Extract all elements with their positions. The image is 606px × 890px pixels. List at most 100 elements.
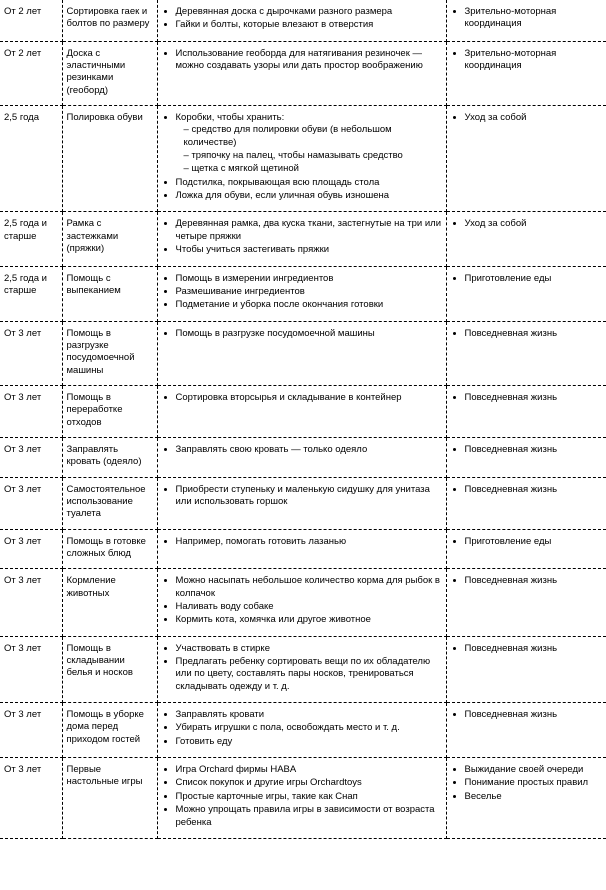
list-item: тряпочку на палец, чтобы намазывать сред… (184, 150, 442, 162)
cell-age: От 3 лет (0, 569, 62, 636)
list-item: Размешивание ингредиентов (176, 286, 442, 298)
table-row: От 3 летПомощь в складывании белья и нос… (0, 636, 606, 702)
cell-age: От 3 лет (0, 477, 62, 529)
cell-materials: Сортировка вторсырья и складывание в кон… (157, 385, 446, 437)
cell-age: От 3 лет (0, 636, 62, 702)
list-item: Повседневная жизнь (465, 709, 603, 721)
cell-activity: Помощь в уборке дома перед приходом гост… (62, 703, 157, 758)
list-item: Приготовление еды (465, 273, 603, 285)
cell-skill: Повседневная жизнь (446, 437, 606, 477)
activities-table: От 2 летСортировка гаек и болтов по разм… (0, 0, 606, 839)
list-item: Заправлять свою кровать — только одеяло (176, 444, 442, 456)
list-item: Приготовление еды (465, 536, 603, 548)
list-item: Уход за собой (465, 112, 603, 124)
cell-age: 2,5 года и старше (0, 212, 62, 266)
cell-activity: Помощь в складывании белья и носков (62, 636, 157, 702)
cell-activity: Помощь в разгрузке посудомоечной машины (62, 321, 157, 385)
cell-activity: Заправлять кровать (одеяло) (62, 437, 157, 477)
cell-activity: Кормление животных (62, 569, 157, 636)
cell-skill: Приготовление еды (446, 529, 606, 569)
list-item: Готовить еду (176, 736, 442, 748)
list-item: Кормить кота, хомячка или другое животно… (176, 614, 442, 626)
list-item: Использование геоборда для натягивания р… (176, 48, 442, 73)
list-item: Зрительно-моторная координация (465, 48, 603, 73)
list-item: Деревянная рамка, два куска ткани, засте… (176, 218, 442, 243)
list-item: Повседневная жизнь (465, 392, 603, 404)
cell-materials: Коробки, чтобы хранить:средство для поли… (157, 106, 446, 212)
cell-skill: Зрительно-моторная координация (446, 41, 606, 105)
list-item: Помощь в разгрузке посудомоечной машины (176, 328, 442, 340)
cell-skill: Повседневная жизнь (446, 636, 606, 702)
cell-skill: Повседневная жизнь (446, 321, 606, 385)
list-item: Чтобы учиться застегивать пряжки (176, 244, 442, 256)
list-item: Повседневная жизнь (465, 444, 603, 456)
cell-materials: Заправлять свою кровать — только одеяло (157, 437, 446, 477)
list-item: Можно упрощать правила игры в зависимост… (176, 804, 442, 829)
table-row: От 3 летПомощь в уборке дома перед прихо… (0, 703, 606, 758)
table-row: От 3 летПервые настольные игрыИгра Orcha… (0, 758, 606, 839)
table-row: 2,5 года и старшеПомощь с выпеканиемПомо… (0, 266, 606, 321)
list-item: Например, помогать готовить лазанью (176, 536, 442, 548)
list-item: щетка с мягкой щетиной (184, 163, 442, 175)
cell-materials: Можно насыпать небольшое количество корм… (157, 569, 446, 636)
table-row: От 2 летСортировка гаек и болтов по разм… (0, 0, 606, 41)
cell-activity: Сортировка гаек и болтов по размеру (62, 0, 157, 41)
list-item: Ложка для обуви, если уличная обувь изно… (176, 190, 442, 202)
table-row: От 3 летЗаправлять кровать (одеяло) Запра… (0, 437, 606, 477)
list-item: Повседневная жизнь (465, 575, 603, 587)
cell-materials: Например, помогать готовить лазанью (157, 529, 446, 569)
cell-activity: Доска с эластичными резинками (геоборд) (62, 41, 157, 105)
table-row: От 3 летКормление животных Можно насыпать… (0, 569, 606, 636)
list-item: Игра Orchard фирмы HABA (176, 764, 442, 776)
list-item: Участвовать в стирке (176, 643, 442, 655)
cell-skill: Повседневная жизнь (446, 385, 606, 437)
cell-activity: Помощь в готовке сложных блюд (62, 529, 157, 569)
cell-materials: Использование геоборда для натягивания р… (157, 41, 446, 105)
cell-skill: Приготовление еды (446, 266, 606, 321)
cell-skill: Повседневная жизнь (446, 569, 606, 636)
cell-age: От 3 лет (0, 437, 62, 477)
cell-age: От 3 лет (0, 758, 62, 839)
list-item: Повседневная жизнь (465, 643, 603, 655)
list-item: Предлагать ребенку сортировать вещи по и… (176, 656, 442, 693)
cell-age: От 2 лет (0, 0, 62, 41)
cell-materials: Помощь в измерении ингредиентовРазмешива… (157, 266, 446, 321)
cell-skill: Зрительно-моторная координация (446, 0, 606, 41)
cell-activity: Самостоятельное использование туалета (62, 477, 157, 529)
list-item: Сортировка вторсырья и складывание в кон… (176, 392, 442, 404)
cell-skill: Повседневная жизнь (446, 703, 606, 758)
cell-materials: Игра Orchard фирмы HABAСписок покупок и … (157, 758, 446, 839)
table-row: От 3 летПомощь в переработке отходовСорт… (0, 385, 606, 437)
cell-age: От 3 лет (0, 703, 62, 758)
list-item: Выжидание своей очереди (465, 764, 603, 776)
list-item: Помощь в измерении ингредиентов (176, 273, 442, 285)
list-item: Убирать игрушки с пола, освобождать мест… (176, 722, 442, 734)
list-item: Повседневная жизнь (465, 484, 603, 496)
list-item: Уход за собой (465, 218, 603, 230)
cell-skill: Уход за собой (446, 212, 606, 266)
cell-age: От 3 лет (0, 321, 62, 385)
table-row: От 3 летПомощь в разгрузке посудомоечной… (0, 321, 606, 385)
cell-age: От 2 лет (0, 41, 62, 105)
list-item: Веселье (465, 791, 603, 803)
cell-activity: Рамка с застежками (пряжки) (62, 212, 157, 266)
list-item: Гайки и болты, которые влезают в отверст… (176, 19, 442, 31)
list-item: Заправлять кровати (176, 709, 442, 721)
cell-skill: Повседневная жизнь (446, 477, 606, 529)
list-item: Подметание и уборка после окончания гото… (176, 299, 442, 311)
cell-materials: Участвовать в стиркеПредлагать ребенку с… (157, 636, 446, 702)
cell-materials: Заправлять кроватиУбирать игрушки с пола… (157, 703, 446, 758)
list-item: Повседневная жизнь (465, 328, 603, 340)
list-item: Деревянная доска с дырочками разного раз… (176, 6, 442, 18)
table-row: 2,5 годаПолировка обувиКоробки, чтобы хр… (0, 106, 606, 212)
list-item: Список покупок и другие игры Orchardtoys (176, 777, 442, 789)
list-item: Наливать воду собаке (176, 601, 442, 613)
cell-activity: Помощь в переработке отходов (62, 385, 157, 437)
cell-skill: Уход за собой (446, 106, 606, 212)
table-row: От 3 летПомощь в готовке сложных блюд Нап… (0, 529, 606, 569)
cell-materials: Приобрести ступеньку и маленькую сидушку… (157, 477, 446, 529)
table-row: От 3 летСамостоятельное использование ту… (0, 477, 606, 529)
list-item: Можно насыпать небольшое количество корм… (176, 575, 442, 600)
cell-age: От 3 лет (0, 529, 62, 569)
list-item: Коробки, чтобы хранить:средство для поли… (176, 112, 442, 176)
